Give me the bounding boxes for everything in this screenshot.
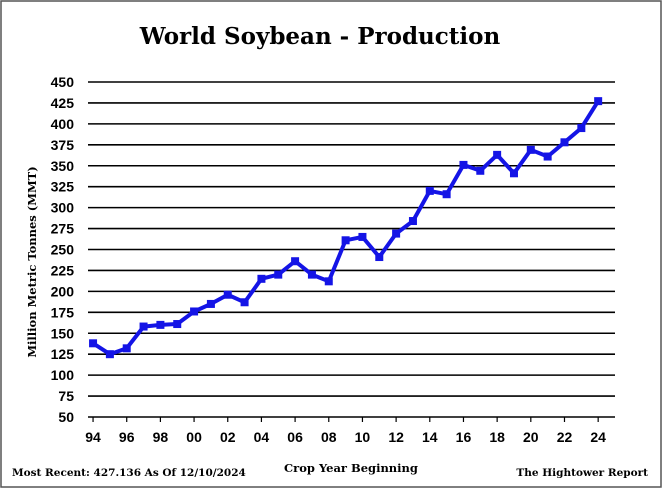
data-point-2007 — [307, 270, 316, 279]
chart-title: World Soybean - Production — [139, 23, 501, 50]
x-tick-98: 98 — [153, 429, 169, 445]
y-tick-50: 50 — [58, 409, 74, 425]
y-tick-75: 75 — [58, 388, 74, 404]
data-point-2018 — [493, 150, 502, 159]
y-tick-125: 125 — [51, 346, 75, 362]
data-point-2003 — [240, 298, 249, 307]
data-point-1996 — [122, 344, 131, 353]
data-point-1995 — [105, 350, 114, 359]
x-tick-02: 02 — [220, 429, 236, 445]
y-tick-250: 250 — [51, 242, 75, 258]
y-tick-225: 225 — [51, 262, 75, 278]
data-point-2014 — [425, 186, 434, 195]
data-point-2015 — [442, 190, 451, 199]
x-tick-94: 94 — [85, 429, 101, 445]
x-tick-14: 14 — [422, 429, 438, 445]
y-tick-300: 300 — [51, 200, 75, 216]
y-tick-200: 200 — [51, 283, 75, 299]
y-tick-175: 175 — [51, 304, 75, 320]
series-production — [89, 97, 603, 359]
data-point-2005 — [274, 270, 283, 279]
source-credit: The Hightower Report — [516, 467, 648, 479]
data-point-2008 — [324, 277, 333, 286]
data-point-2002 — [223, 290, 232, 299]
x-tick-20: 20 — [523, 429, 539, 445]
x-tick-18: 18 — [489, 429, 505, 445]
data-point-1994 — [89, 339, 98, 348]
x-tick-24: 24 — [590, 429, 606, 445]
y-tick-150: 150 — [51, 325, 75, 341]
data-point-2009 — [341, 236, 350, 245]
data-point-2011 — [375, 253, 384, 262]
data-point-2004 — [257, 274, 266, 283]
y-tick-425: 425 — [51, 95, 75, 111]
data-point-2019 — [509, 169, 518, 178]
data-point-1999 — [173, 320, 182, 329]
most-recent-note: Most Recent: 427.136 As Of 12/10/2024 — [12, 467, 246, 479]
data-point-2006 — [291, 257, 300, 266]
data-point-2020 — [526, 145, 535, 154]
x-tick-96: 96 — [119, 429, 135, 445]
x-tick-22: 22 — [557, 429, 573, 445]
x-tick-16: 16 — [456, 429, 472, 445]
x-tick-08: 08 — [321, 429, 337, 445]
grid-lines — [88, 81, 615, 418]
data-point-2012 — [392, 229, 401, 238]
y-tick-labels: 50 75 100 125 150 175 200 225 250 275 300 325 350 375… — [51, 74, 75, 425]
y-tick-350: 350 — [51, 158, 75, 174]
y-axis-label: Million Metric Tonnes (MMT) — [25, 166, 39, 357]
x-axis-label: Crop Year Beginning — [284, 461, 418, 475]
y-tick-100: 100 — [51, 367, 75, 383]
x-tick-labels: 94 96 98 00 02 04 06 08 10 12 14 16 18 20 22 24 — [85, 417, 606, 445]
y-tick-450: 450 — [51, 74, 75, 90]
x-tick-12: 12 — [388, 429, 404, 445]
y-tick-400: 400 — [51, 116, 75, 132]
x-tick-00: 00 — [186, 429, 202, 445]
data-point-2017 — [476, 166, 485, 175]
data-point-2024 — [594, 97, 603, 106]
data-point-2010 — [358, 232, 367, 241]
y-tick-325: 325 — [51, 179, 75, 195]
data-point-1997 — [139, 322, 148, 331]
x-tick-06: 06 — [287, 429, 303, 445]
y-tick-375: 375 — [51, 137, 75, 153]
data-point-1998 — [156, 320, 165, 329]
data-point-2023 — [577, 124, 586, 133]
data-point-2001 — [206, 299, 215, 308]
data-point-2022 — [560, 138, 569, 147]
data-point-2021 — [543, 152, 552, 161]
data-point-2000 — [190, 307, 199, 316]
x-tick-04: 04 — [254, 429, 270, 445]
x-tick-10: 10 — [355, 429, 371, 445]
y-tick-275: 275 — [51, 221, 75, 237]
data-point-2016 — [459, 160, 468, 169]
data-point-2013 — [408, 217, 417, 226]
